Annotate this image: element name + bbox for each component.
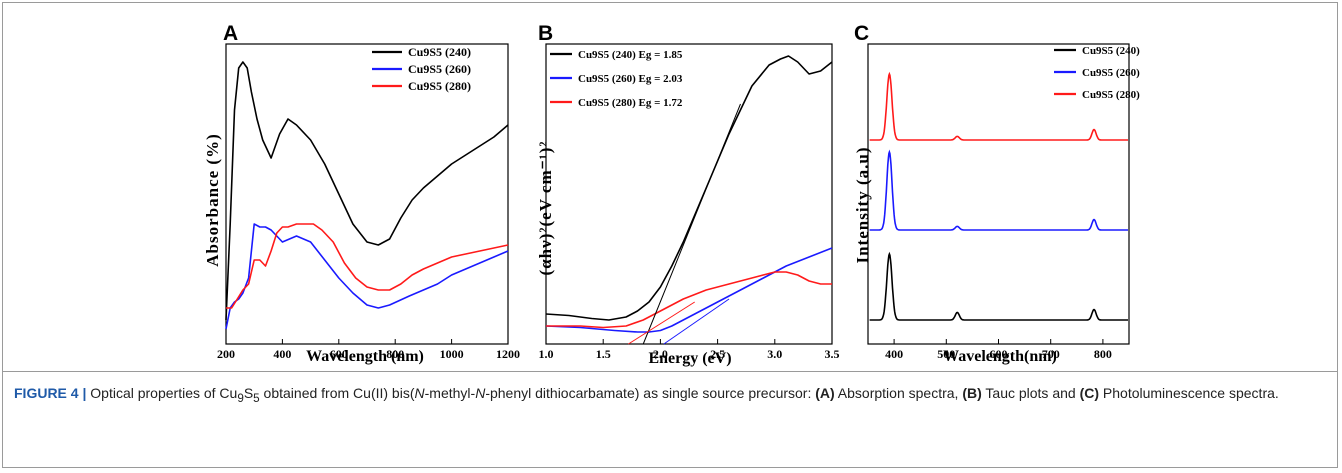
legend-label-c-1: Cu9S5 (260) — [1082, 67, 1140, 79]
tauc-tangent-240 — [642, 103, 741, 345]
caption-text: Photoluminescence spectra. — [1099, 385, 1279, 401]
series-line-c-1 — [869, 149, 1128, 231]
legend-label-b-1: Cu9S5 (260) Eg = 2.03 — [578, 73, 683, 85]
x-tick-label-b: 1.5 — [596, 347, 611, 361]
tauc-tangent-280 — [628, 301, 695, 345]
caption-bold: (C) — [1079, 385, 1100, 401]
x-tick-label-a: 1200 — [496, 347, 520, 361]
absorption-chart: 200 400 600 800 1000 1200 Cu9S5 (240) Cu9S5 (26… — [217, 43, 1140, 361]
legend-label-c-0: Cu9S5 (240) — [1082, 45, 1140, 57]
x-tick-label-b: 3.0 — [767, 347, 782, 361]
x-tick-label-a: 1000 — [440, 347, 464, 361]
legend-label-b-2: Cu9S5 (280) Eg = 1.72 — [578, 97, 683, 109]
x-tick-label-c: 400 — [885, 347, 903, 361]
series-line-c-2 — [869, 71, 1128, 141]
caption-text: Tauc plots and — [981, 385, 1080, 401]
x-tick-label-c: 700 — [1042, 347, 1060, 361]
caption-text: obtained from Cu(II) bis( — [259, 385, 415, 401]
series-line-c-0 — [869, 251, 1128, 321]
caption-text: Optical properties of Cu — [86, 385, 238, 401]
series-line-b-1 — [545, 247, 833, 333]
x-tick-label-c: 800 — [1094, 347, 1112, 361]
x-tick-label-b: 3.5 — [825, 347, 840, 361]
tauc-tangent-260 — [663, 298, 730, 345]
x-tick-label-a: 600 — [330, 347, 348, 361]
x-tick-label-c: 500 — [937, 347, 955, 361]
caption-italic: N — [414, 385, 425, 401]
caption-divider — [2, 371, 1338, 372]
x-tick-label-a: 400 — [273, 347, 291, 361]
series-line-a-0 — [225, 61, 509, 321]
series-line-b-0 — [545, 55, 833, 321]
caption-text: S — [243, 385, 254, 401]
panel-letter-a: A — [223, 22, 239, 45]
legend-label-a-0: Cu9S5 (240) — [408, 45, 471, 59]
x-tick-label-b: 2.0 — [653, 347, 668, 361]
legend-label-b-0: Cu9S5 (240) Eg = 1.85 — [578, 49, 683, 61]
panel-letter-b: B — [538, 22, 554, 45]
x-tick-label-b: 1.0 — [539, 347, 554, 361]
legend-label-a-1: Cu9S5 (260) — [408, 62, 471, 76]
series-line-a-2 — [226, 223, 509, 309]
x-tick-label-a: 200 — [217, 347, 235, 361]
x-tick-label-b: 2.5 — [710, 347, 725, 361]
panel-letter-c: C — [854, 22, 870, 45]
legend-label-c-2: Cu9S5 (280) — [1082, 89, 1140, 101]
legend-label-a-2: Cu9S5 (280) — [408, 79, 471, 93]
x-tick-label-c: 600 — [990, 347, 1008, 361]
caption-text: -methyl- — [424, 385, 476, 401]
caption-text: Absorption spectra, — [834, 385, 963, 401]
caption-italic: N — [475, 385, 486, 401]
caption-figure-label: FIGURE 4 | — [14, 385, 87, 401]
series-line-a-1 — [225, 223, 509, 330]
series-line-b-2 — [546, 271, 832, 329]
plot-frame-a — [225, 43, 509, 345]
plot-frame-b — [545, 43, 833, 345]
panel-a-xlabel: Wavelength (nm) — [306, 348, 424, 365]
caption-bold: (A) — [815, 385, 835, 401]
caption-text: -phenyl dithiocarbamate) as single sourc… — [485, 385, 816, 401]
x-tick-label-a: 800 — [386, 347, 404, 361]
caption-sub: 5 — [253, 391, 260, 405]
figure-caption: FIGURE 4 | Optical properties of Cu9S5 o… — [14, 381, 1324, 411]
caption-bold: (B) — [962, 385, 982, 401]
panel-c-xlabel: Wavelength(nm) — [943, 348, 1057, 365]
caption-sub: 9 — [237, 391, 244, 405]
panel-b-xlabel: Energy (eV) — [648, 350, 732, 367]
